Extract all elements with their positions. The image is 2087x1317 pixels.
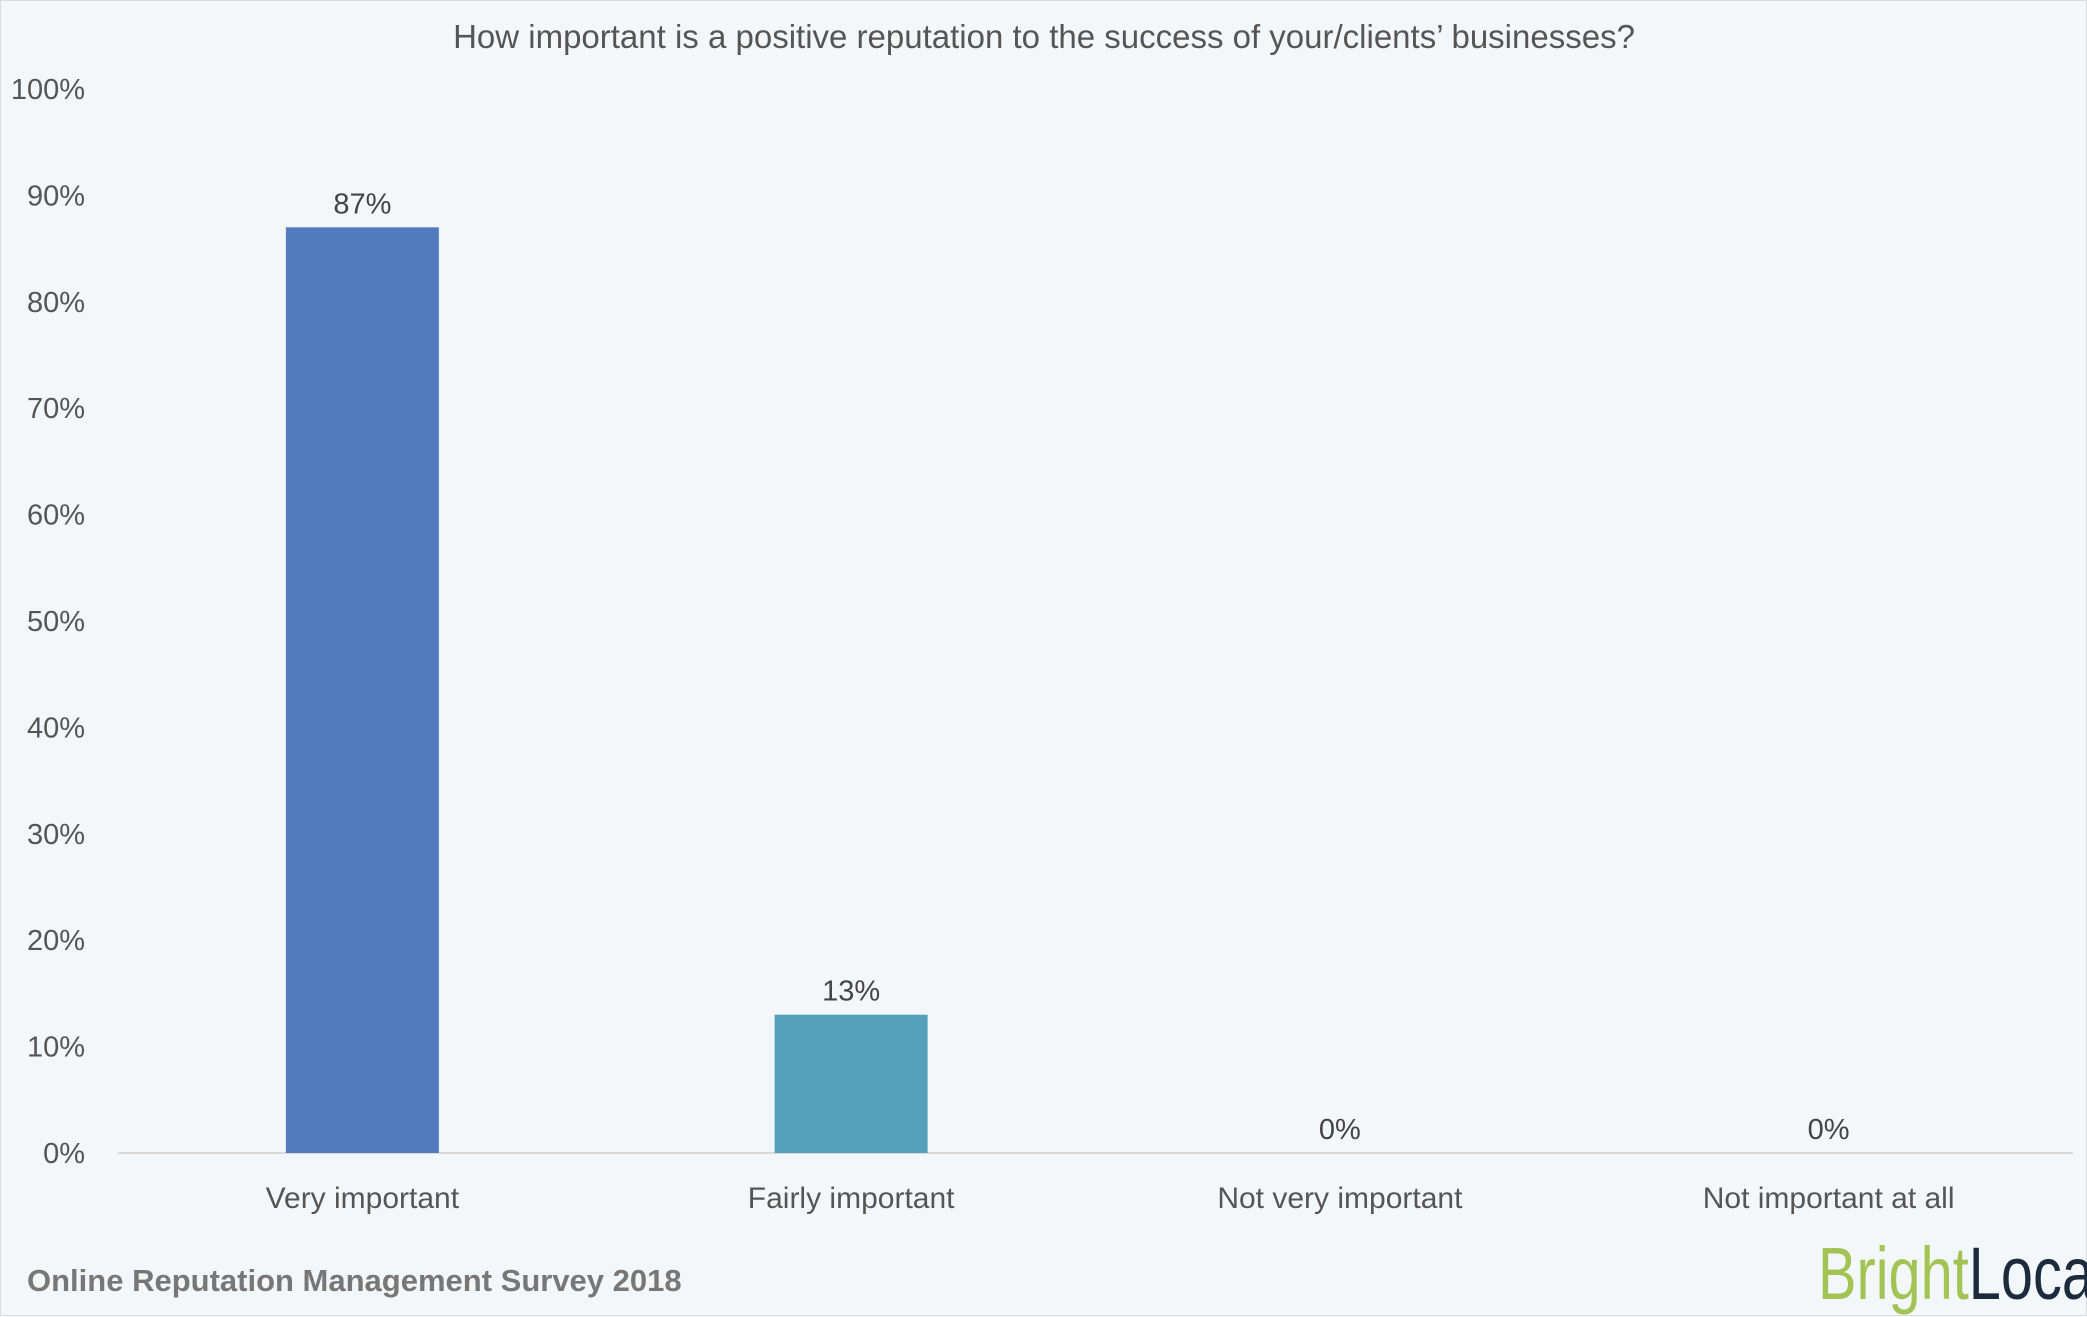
y-tick-label: 0% [43, 1138, 85, 1170]
data-label: 0% [1808, 1114, 1850, 1146]
logo-bright: Bright [1818, 1233, 1969, 1316]
y-tick-label: 30% [27, 819, 85, 851]
y-tick-label: 60% [27, 500, 85, 532]
bar [774, 1014, 928, 1153]
y-tick-label: 80% [27, 287, 85, 319]
x-category-label: Not very important [1217, 1182, 1463, 1215]
x-category-label: Not important at all [1703, 1182, 1955, 1215]
x-category-label: Very important [266, 1182, 460, 1215]
brightlocal-logo: BrightLocal [1818, 1233, 2087, 1316]
y-tick-label: 10% [27, 1032, 85, 1064]
bar [285, 227, 439, 1153]
data-label: 0% [1319, 1114, 1361, 1146]
y-tick-label: 50% [27, 606, 85, 638]
logo-local: Local [1969, 1233, 2087, 1316]
svg-text:BrightLocal: BrightLocal [1818, 1233, 2087, 1316]
x-category-label: Fairly important [748, 1182, 955, 1215]
footer-source: Online Reputation Management Survey 2018 [27, 1263, 682, 1298]
y-tick-label: 90% [27, 180, 85, 212]
data-label: 13% [822, 976, 880, 1008]
data-label: 87% [333, 188, 391, 220]
y-tick-label: 70% [27, 393, 85, 425]
y-tick-label: 100% [11, 74, 85, 106]
y-tick-label: 40% [27, 712, 85, 744]
y-tick-label: 20% [27, 925, 85, 957]
chart-title: How important is a positive reputation t… [453, 18, 1635, 55]
